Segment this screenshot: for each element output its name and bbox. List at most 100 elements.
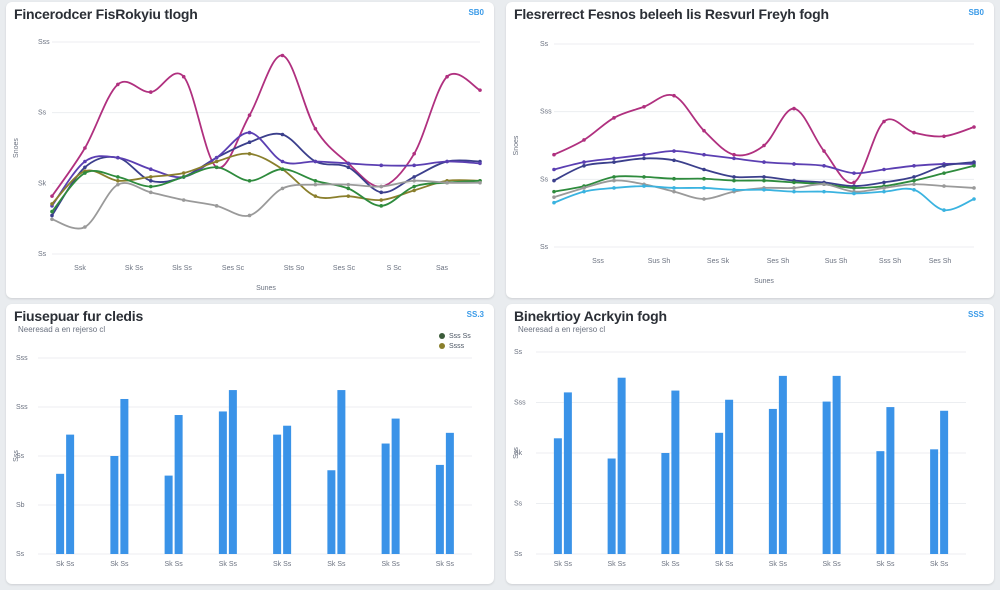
x-tick-label: Sas bbox=[436, 265, 449, 272]
data-point-navy bbox=[346, 165, 351, 170]
data-point-navy bbox=[582, 164, 586, 168]
data-point-gray bbox=[181, 198, 186, 202]
bar-b bbox=[940, 410, 949, 554]
series-line-olive bbox=[51, 152, 481, 205]
panel-top-right: Flesrerrect Fesnos beleeh lis Resvurl Fr… bbox=[506, 2, 994, 298]
bar-ssss bbox=[445, 432, 454, 554]
data-point-magenta bbox=[83, 146, 87, 150]
x-axis-title: Sunes bbox=[754, 278, 774, 285]
bar-ssss bbox=[66, 434, 75, 554]
bar-a bbox=[876, 451, 885, 554]
data-point-purple bbox=[732, 156, 736, 161]
panel-badge[interactable]: SSS bbox=[967, 310, 984, 319]
y-axis-title: Snoes bbox=[13, 138, 20, 158]
bar-a bbox=[553, 438, 562, 554]
bar-ssss bbox=[228, 390, 237, 554]
data-point-green bbox=[642, 175, 646, 179]
data-point-magenta bbox=[912, 130, 916, 135]
y-tick-label: Ss bbox=[540, 244, 549, 251]
data-point-magenta bbox=[50, 194, 54, 198]
data-point-magenta bbox=[972, 125, 976, 129]
x-tick-label: Sk Ss bbox=[822, 561, 841, 568]
series-line-magenta bbox=[51, 54, 481, 197]
series-line-magenta bbox=[553, 93, 975, 184]
panel-badge[interactable]: SS.3 bbox=[466, 310, 484, 319]
data-point-cyan bbox=[672, 186, 676, 190]
bar-b bbox=[671, 390, 680, 554]
data-point-magenta bbox=[702, 128, 706, 133]
panel-bottom-right: Binekrtioy Acrkyin fogh Neeresad a en re… bbox=[506, 304, 994, 584]
data-point-magenta bbox=[412, 151, 416, 156]
data-point-green bbox=[313, 178, 318, 183]
panel-badge[interactable]: SB0 bbox=[468, 8, 484, 17]
series-line-purple bbox=[51, 131, 481, 207]
x-tick-label: Ses Sh bbox=[767, 258, 790, 265]
data-point-purple bbox=[83, 159, 87, 164]
data-point-purple bbox=[672, 149, 676, 153]
data-point-magenta bbox=[280, 53, 285, 58]
data-point-green bbox=[181, 175, 186, 179]
data-point-purple bbox=[762, 160, 766, 164]
data-point-magenta bbox=[732, 152, 736, 157]
legend-marker bbox=[439, 343, 445, 349]
data-point-green bbox=[83, 171, 87, 175]
data-point-cyan bbox=[852, 191, 856, 196]
y-tick-label: Ss bbox=[38, 110, 47, 117]
data-point-magenta bbox=[822, 149, 826, 153]
x-tick-label: Sss Sh bbox=[879, 258, 901, 265]
data-point-navy bbox=[642, 156, 646, 161]
data-point-gray bbox=[50, 217, 54, 222]
series-line-green bbox=[51, 166, 481, 213]
x-tick-label: Sk Ss bbox=[607, 561, 626, 568]
y-tick-label: Sk bbox=[514, 450, 523, 457]
x-tick-label: Ses Sc bbox=[333, 265, 356, 272]
data-point-purple bbox=[116, 155, 120, 160]
y-tick-label: Sss bbox=[540, 109, 552, 116]
data-point-gray bbox=[214, 204, 219, 208]
data-point-gray bbox=[445, 180, 449, 185]
data-point-green bbox=[116, 175, 120, 179]
bar-sss-ss bbox=[110, 456, 119, 554]
data-point-green bbox=[792, 180, 796, 185]
y-axis-title: Snoes bbox=[513, 135, 520, 155]
data-point-navy bbox=[148, 178, 153, 183]
data-point-magenta bbox=[552, 152, 556, 157]
data-point-purple bbox=[912, 164, 916, 168]
data-point-olive bbox=[412, 188, 416, 193]
bar-a bbox=[930, 449, 939, 554]
x-tick-label: Sk Ss bbox=[219, 561, 238, 568]
data-point-olive bbox=[148, 175, 153, 179]
bar-ssss bbox=[283, 425, 292, 554]
data-point-purple bbox=[148, 167, 153, 171]
data-point-green bbox=[346, 186, 351, 191]
bar-b bbox=[832, 375, 841, 554]
y-tick-label: Ss bbox=[514, 349, 523, 356]
bar-b bbox=[886, 407, 895, 554]
bar-a bbox=[768, 408, 777, 554]
x-tick-label: Sus Sh bbox=[825, 258, 848, 265]
panel-title: Binekrtioy Acrkyin fogh bbox=[514, 308, 667, 324]
data-point-purple bbox=[478, 161, 482, 166]
y-tick-label: Ss bbox=[16, 551, 25, 558]
x-tick-label: Sss bbox=[592, 258, 604, 265]
data-point-green bbox=[972, 164, 976, 168]
data-point-gray bbox=[247, 213, 252, 218]
data-point-purple bbox=[445, 159, 449, 164]
y-tick-label: Ss bbox=[540, 176, 549, 183]
data-point-navy bbox=[50, 213, 54, 218]
data-point-olive bbox=[50, 202, 54, 206]
bar-sss-ss bbox=[327, 470, 336, 554]
data-point-purple bbox=[214, 155, 219, 160]
data-point-navy bbox=[942, 164, 946, 168]
panel-subtitle: Neeresad a en rejerso cl bbox=[518, 325, 606, 334]
data-point-magenta bbox=[116, 82, 120, 87]
data-point-purple bbox=[612, 156, 616, 161]
y-tick-label: Ss bbox=[514, 551, 523, 558]
panel-badge[interactable]: SB0 bbox=[968, 8, 984, 17]
x-tick-label: Sk Ss bbox=[125, 265, 144, 272]
panel-title: Fiusepuar fur cledis bbox=[14, 308, 144, 324]
bar-sss-ss bbox=[273, 434, 282, 554]
data-point-green bbox=[612, 175, 616, 179]
